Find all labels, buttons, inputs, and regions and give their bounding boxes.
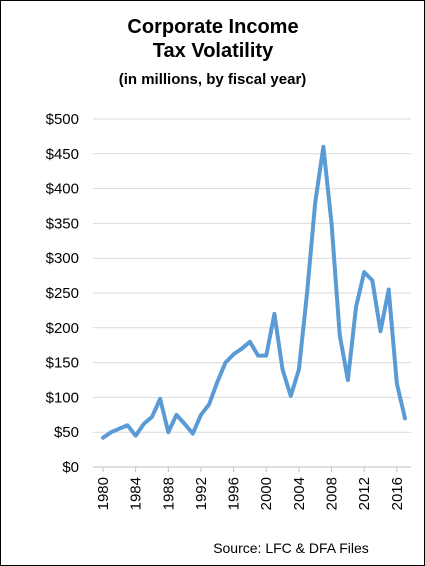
x-tick-label: 1996 [226, 477, 243, 510]
y-tick-label: $500 [46, 111, 79, 128]
x-tick-label: 1992 [193, 477, 210, 510]
y-tick-label: $150 [46, 355, 79, 372]
x-tick-label: 2008 [324, 477, 341, 510]
chart-subtitle: (in millions, by fiscal year) [118, 71, 307, 88]
x-tick-label: 2012 [356, 477, 373, 510]
y-tick-label: $250 [46, 285, 79, 302]
y-tick-label: $300 [46, 250, 79, 267]
chart-title: Corporate Income Tax Volatility [127, 16, 299, 62]
data-line [101, 144, 407, 440]
y-tick-label: $200 [46, 320, 79, 337]
x-tick-label: 1984 [128, 477, 145, 510]
y-tick-label: $100 [46, 389, 79, 406]
x-tick-label: 1980 [95, 477, 112, 510]
y-tick-label: $450 [46, 146, 79, 163]
y-tick-label: $50 [54, 424, 79, 441]
source-note: Source: LFC & DFA Files [213, 540, 369, 556]
x-tick-label: 1988 [160, 477, 177, 510]
x-tick-label: 2000 [258, 477, 275, 510]
x-tick-label: 2004 [291, 477, 308, 510]
y-tick-label: $400 [46, 181, 79, 198]
y-tick-label: $0 [62, 459, 79, 476]
x-tick-label: 2016 [389, 477, 406, 510]
y-tick-label: $350 [46, 215, 79, 232]
